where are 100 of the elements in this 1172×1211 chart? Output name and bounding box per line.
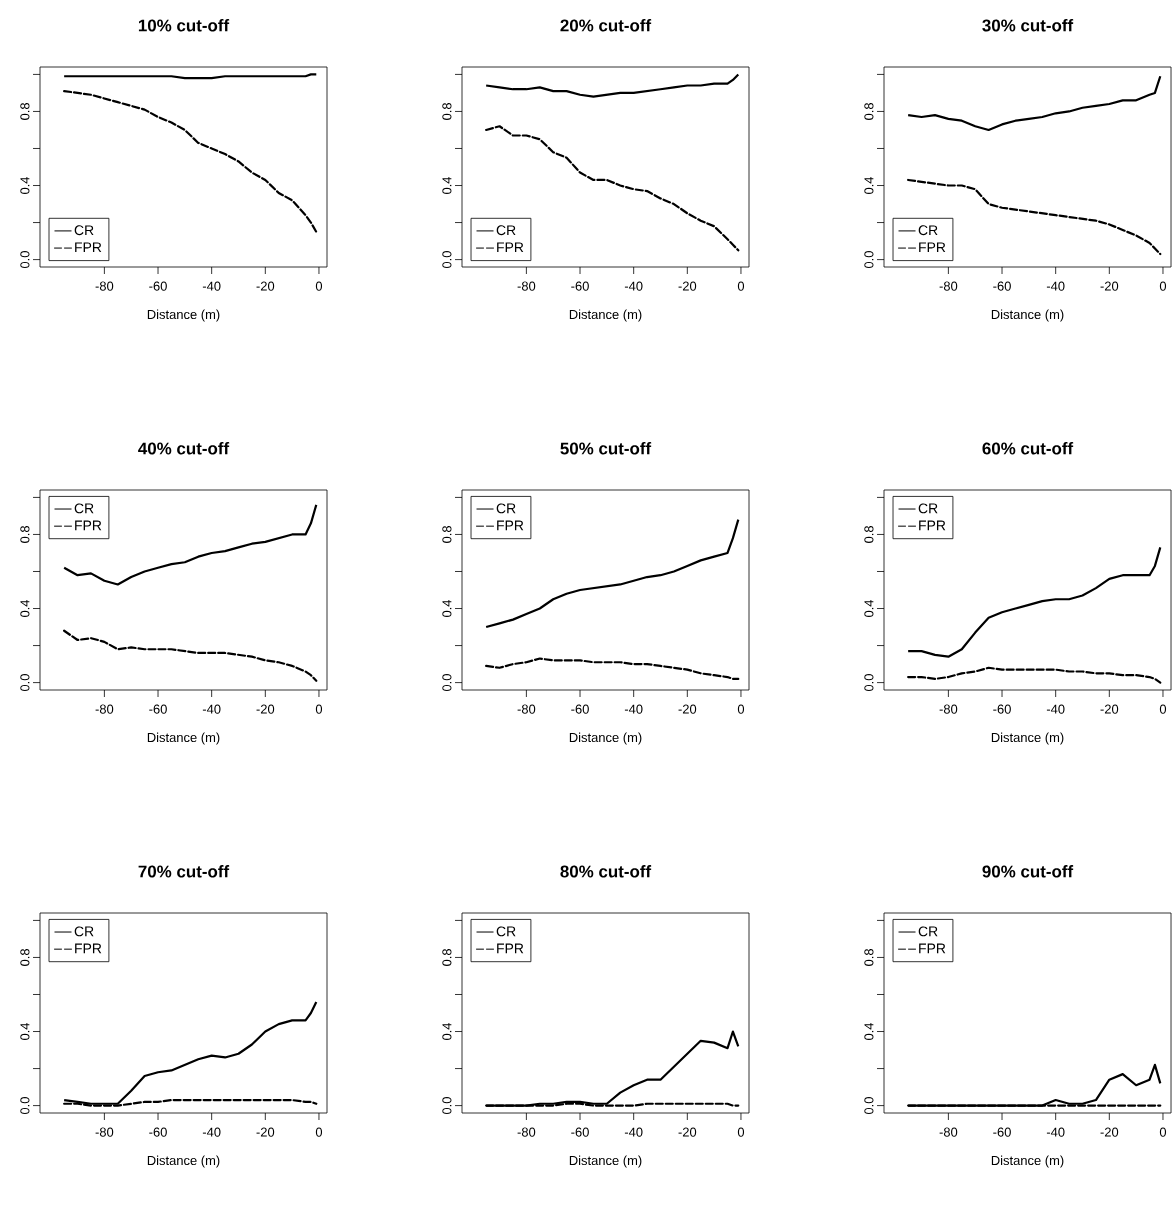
y-tick-label: 0.0 [864, 674, 874, 692]
x-tick-label: -20 [1100, 281, 1119, 291]
legend-label: CR [496, 225, 516, 236]
legend-label: CR [918, 503, 938, 514]
y-tick-label: 0.4 [864, 1022, 874, 1041]
legend-label: CR [918, 225, 938, 236]
legend-label: CR [496, 926, 516, 937]
chart-title: 70% cut-off [138, 865, 230, 878]
y-tick-label: 0.8 [864, 949, 874, 966]
legend-label: CR [74, 926, 94, 937]
chart-title: 20% cut-off [560, 19, 652, 32]
y-tick-label: 0.0 [442, 1097, 452, 1115]
x-tick-label: -80 [517, 704, 536, 714]
x-tick-label: -40 [202, 281, 221, 291]
legend-label: FPR [919, 943, 946, 954]
line-series [485, 125, 740, 252]
y-tick-label: 0.8 [20, 103, 30, 120]
x-tick-label: -80 [95, 1127, 114, 1137]
line-series [907, 75, 1162, 132]
x-tick-label: -40 [202, 704, 221, 714]
x-tick-label: -60 [149, 1127, 167, 1137]
x-axis-title: Distance (m) [569, 732, 642, 745]
legend-label: FPR [75, 943, 102, 954]
x-axis-title: Distance (m) [147, 732, 220, 745]
x-tick-label: -60 [571, 704, 589, 714]
y-tick-label: 0.0 [20, 251, 30, 269]
chart-title: 30% cut-off [982, 19, 1074, 32]
y-tick-label: 0.0 [20, 674, 30, 692]
chart-title: 40% cut-off [138, 442, 230, 455]
x-tick-label: -20 [256, 1127, 275, 1137]
x-tick-label: -40 [1046, 281, 1065, 291]
x-tick-label: -60 [993, 1127, 1011, 1137]
x-tick-label: -40 [624, 281, 643, 291]
x-tick-label: -20 [1100, 1127, 1119, 1137]
y-tick-label: 0.0 [864, 1097, 874, 1115]
x-tick-label: 0 [737, 1127, 745, 1137]
y-tick-label: 0.8 [442, 949, 452, 966]
legend-label: FPR [919, 242, 946, 253]
x-tick-label: -20 [678, 704, 697, 714]
y-tick-label: 0.0 [442, 251, 452, 269]
x-axis-title: Distance (m) [991, 732, 1064, 745]
x-tick-label: -20 [678, 1127, 697, 1137]
x-tick-label: -80 [939, 1127, 958, 1137]
x-tick-label: -60 [149, 281, 167, 291]
y-tick-label: 0.8 [442, 103, 452, 120]
legend-label: CR [918, 926, 938, 937]
x-tick-label: -80 [517, 281, 536, 291]
y-tick-label: 0.8 [20, 949, 30, 966]
legend-label: FPR [497, 943, 524, 954]
y-tick-label: 0.8 [442, 526, 452, 543]
x-tick-label: -40 [1046, 1127, 1065, 1137]
chart-title: 60% cut-off [982, 442, 1074, 455]
x-tick-label: -20 [256, 704, 275, 714]
y-tick-label: 0.4 [20, 599, 30, 618]
legend-label: FPR [75, 242, 102, 253]
legend-label: FPR [919, 520, 946, 531]
y-tick-label: 0.4 [864, 599, 874, 618]
x-axis-title: Distance (m) [147, 1155, 220, 1168]
y-tick-label: 0.4 [864, 176, 874, 195]
x-tick-label: -20 [256, 281, 275, 291]
x-tick-label: 0 [1159, 1127, 1167, 1137]
chart-title: 50% cut-off [560, 442, 652, 455]
y-tick-label: 0.4 [442, 1022, 452, 1041]
x-tick-label: -80 [95, 704, 114, 714]
y-tick-label: 0.8 [864, 526, 874, 543]
x-tick-label: 0 [315, 704, 323, 714]
x-tick-label: 0 [1159, 281, 1167, 291]
x-tick-label: -40 [202, 1127, 221, 1137]
legend-label: FPR [75, 520, 102, 531]
x-tick-label: -20 [1100, 704, 1119, 714]
x-tick-label: 0 [315, 1127, 323, 1137]
chart-title: 90% cut-off [982, 865, 1074, 878]
y-tick-label: 0.4 [442, 599, 452, 618]
x-tick-label: -60 [993, 281, 1011, 291]
x-tick-label: 0 [315, 281, 323, 291]
y-tick-label: 0.4 [20, 176, 30, 195]
x-tick-label: -80 [517, 1127, 536, 1137]
x-tick-label: 0 [737, 704, 745, 714]
legend-label: FPR [497, 242, 524, 253]
legend-label: CR [74, 503, 94, 514]
x-axis-title: Distance (m) [147, 309, 220, 322]
y-tick-label: 0.0 [442, 674, 452, 692]
x-tick-label: 0 [737, 281, 745, 291]
chart-title: 80% cut-off [560, 865, 652, 878]
y-tick-label: 0.0 [864, 251, 874, 269]
x-tick-label: -40 [1046, 704, 1065, 714]
x-axis-title: Distance (m) [991, 309, 1064, 322]
y-tick-label: 0.4 [20, 1022, 30, 1041]
x-tick-label: -40 [624, 1127, 643, 1137]
x-axis-title: Distance (m) [569, 309, 642, 322]
x-tick-label: -60 [571, 281, 589, 291]
x-tick-label: -60 [149, 704, 167, 714]
y-tick-label: 0.4 [442, 176, 452, 195]
x-axis-title: Distance (m) [569, 1155, 642, 1168]
legend-label: FPR [497, 520, 524, 531]
x-tick-label: 0 [1159, 704, 1167, 714]
x-tick-label: -40 [624, 704, 643, 714]
x-tick-label: -60 [993, 704, 1011, 714]
x-tick-label: -80 [939, 704, 958, 714]
chart-title: 10% cut-off [138, 19, 230, 32]
